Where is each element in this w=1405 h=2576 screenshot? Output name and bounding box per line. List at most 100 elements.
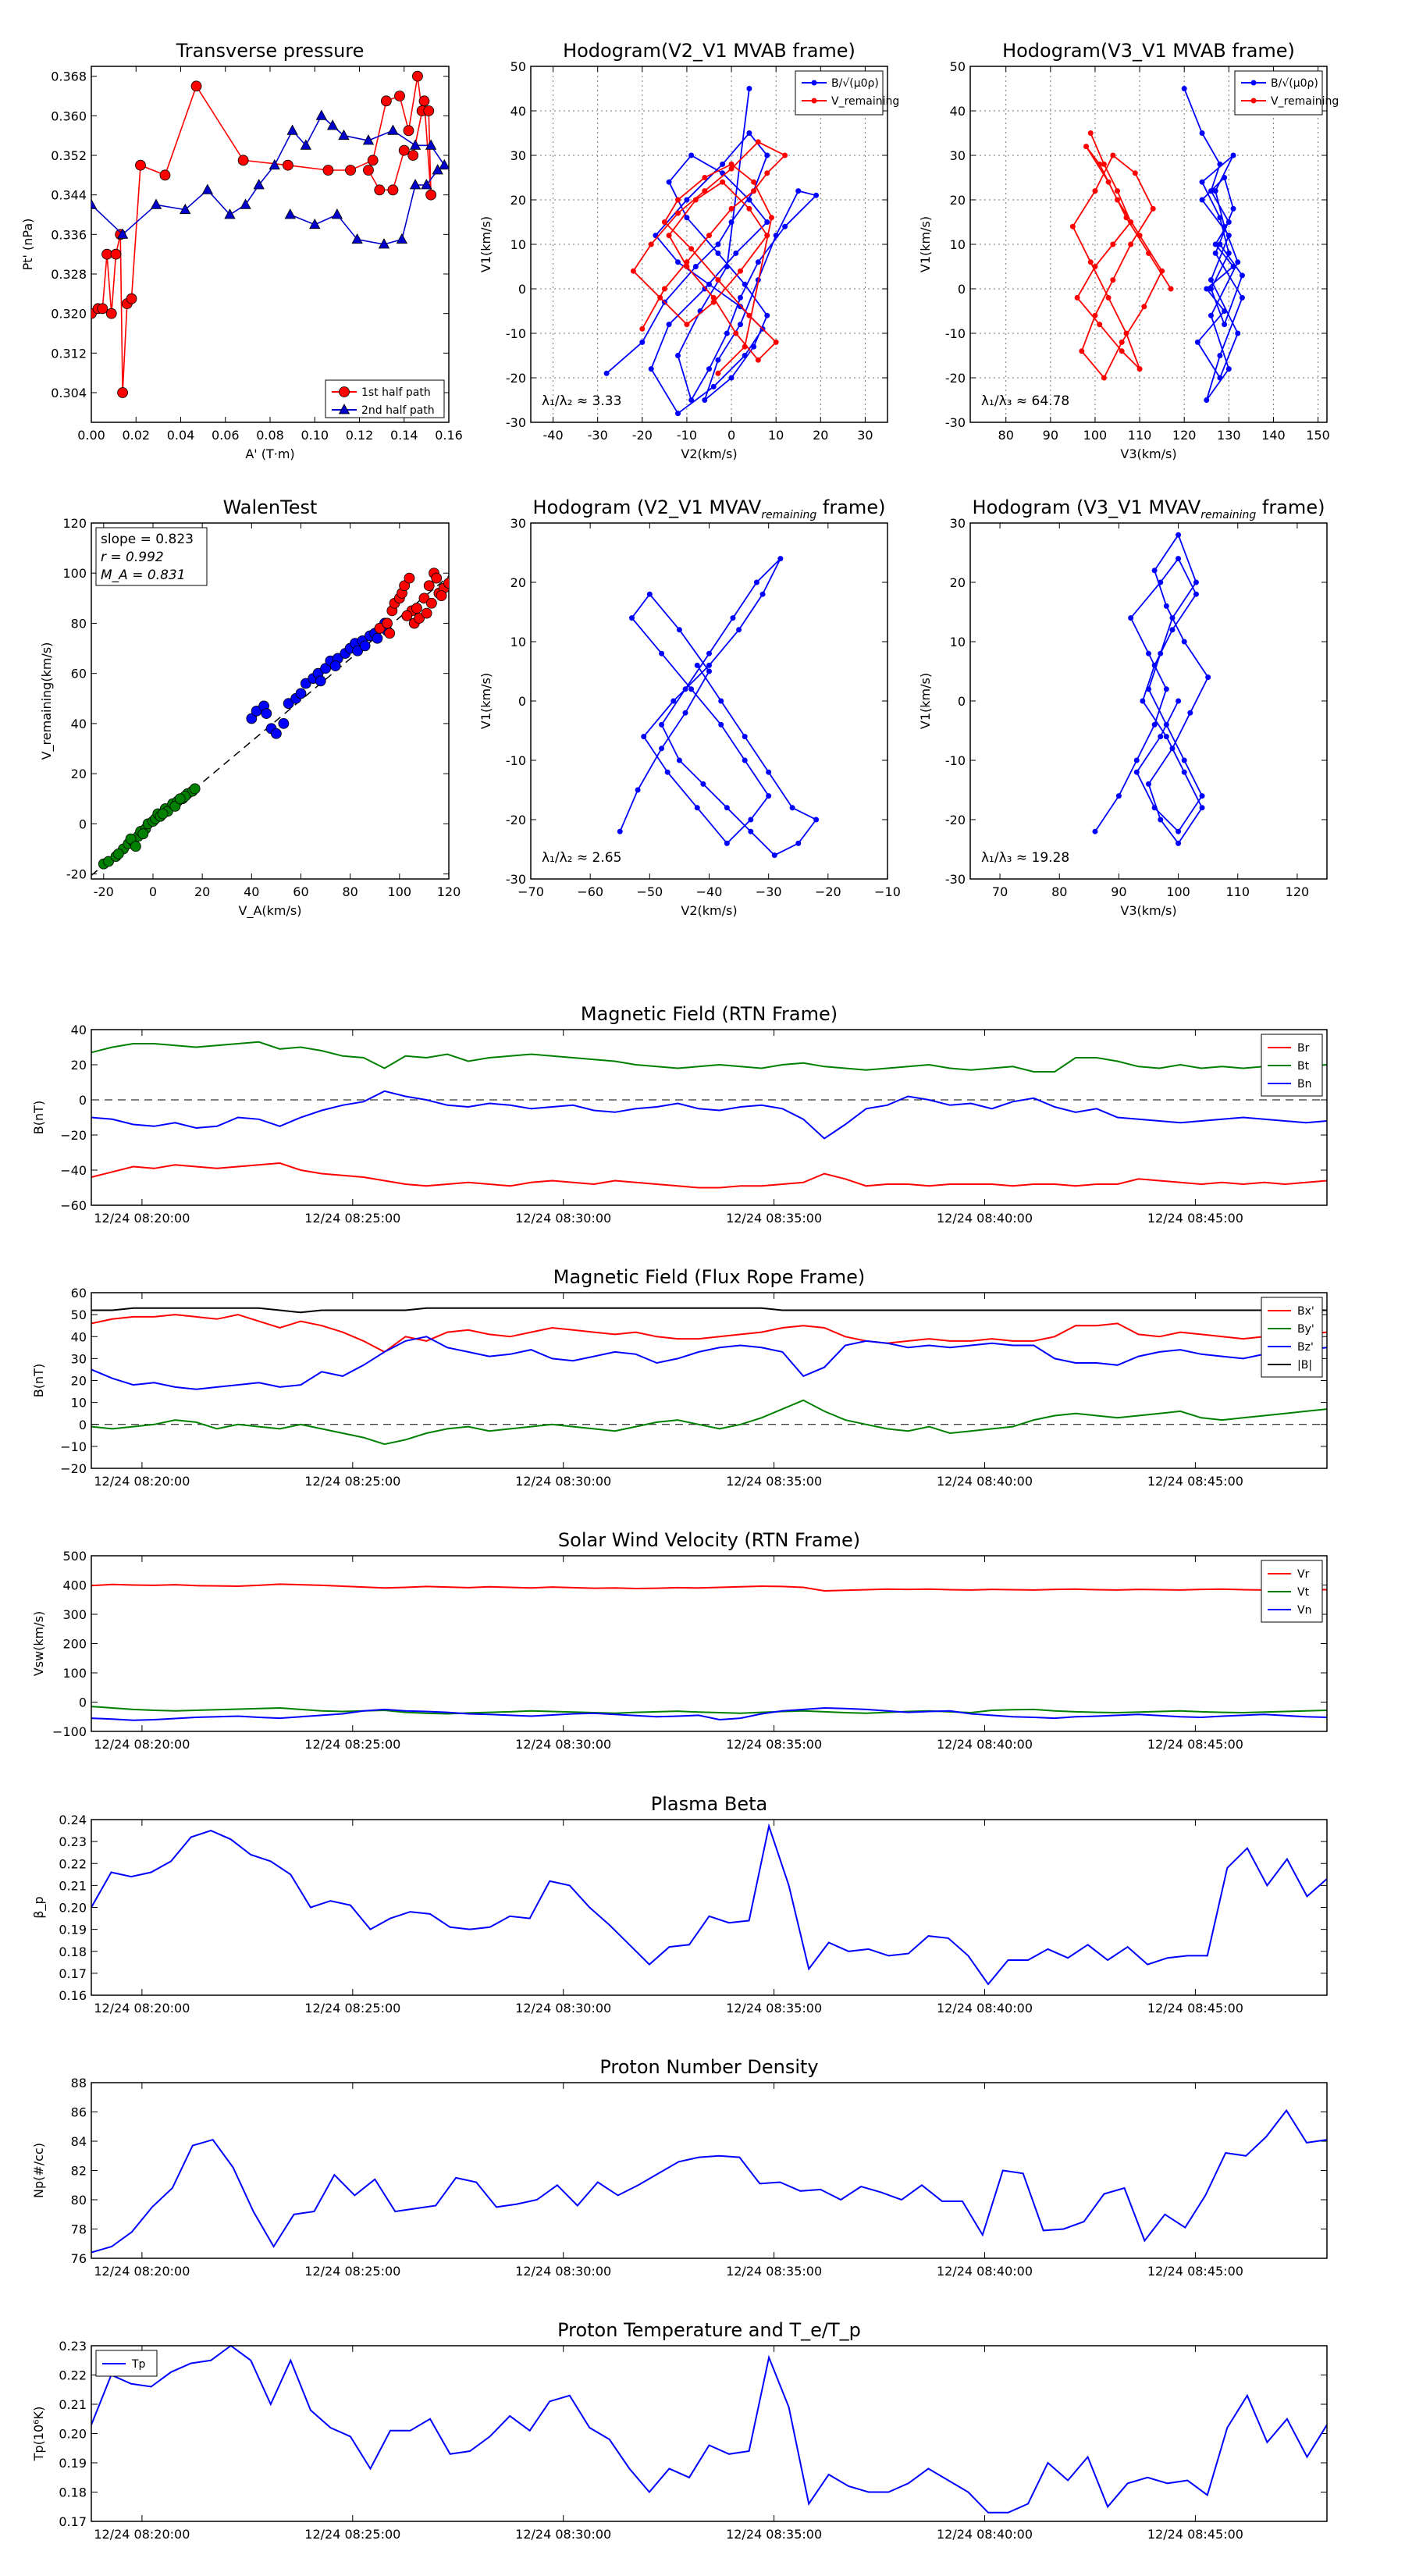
y-tick-label: -30 (506, 872, 526, 887)
data-point (431, 572, 443, 584)
y-tick-label: −10 (60, 1439, 87, 1454)
x-tick-label: -20 (632, 428, 653, 443)
x-tick-label: 10 (768, 428, 784, 443)
x-tick-label: 12/24 08:40:00 (937, 2264, 1033, 2279)
y-tick-label: 200 (62, 1637, 87, 1652)
data-point (700, 781, 706, 787)
data-point (648, 366, 654, 372)
x-tick-label: 12/24 08:40:00 (937, 2001, 1033, 2016)
data-point (286, 124, 298, 135)
data-point (736, 627, 742, 633)
data-point (742, 343, 748, 350)
data-point (728, 219, 735, 225)
y-tick-label: 88 (71, 2076, 87, 2090)
data-point (326, 119, 339, 130)
chart-mag_fr: Magnetic Field (Flux Rope Frame) −20 −10 0 1… (31, 1266, 1328, 1489)
data-point (706, 662, 712, 668)
y-tick-label: -30 (945, 415, 966, 430)
y-tick-label: 0 (958, 282, 966, 297)
data-point (702, 188, 708, 194)
data-point (1225, 233, 1232, 239)
data-point (659, 650, 665, 656)
ratio-annotation: λ₁/λ₂ ≈ 3.33 (542, 393, 621, 409)
data-point (1136, 233, 1143, 239)
data-point (425, 189, 436, 201)
legend-marker (811, 80, 817, 86)
y-tick-label: 20 (950, 575, 966, 590)
data-point (105, 308, 117, 319)
data-point (742, 734, 748, 740)
series-line-bx (91, 1314, 1328, 1354)
data-point (396, 233, 408, 244)
y-tick-label: −40 (60, 1163, 87, 1178)
data-point (1181, 86, 1187, 91)
data-point (795, 840, 802, 846)
axes-frame (91, 66, 450, 423)
data-point (270, 728, 282, 739)
y-tick-label: 0.17 (59, 2514, 87, 2529)
data-point (1140, 698, 1146, 704)
data-point (628, 615, 635, 621)
data-point (315, 109, 328, 120)
y-tick-label: 50 (71, 1308, 87, 1322)
series-line-vt (91, 1706, 1328, 1715)
y-tick-label: 100 (62, 566, 87, 581)
chart-hodo_mvab_v2: Hodogram(V2_V1 MVAB frame) -40 -30 -20 -10 0 1… (478, 40, 899, 461)
data-point (773, 339, 779, 345)
data-point (1204, 286, 1210, 292)
data-point (728, 161, 735, 167)
data-point (759, 591, 766, 597)
x-tick-label: 12/24 08:25:00 (304, 2001, 400, 2016)
series-line-2ndhalfpath (91, 115, 446, 245)
x-tick-label: 90 (1111, 884, 1126, 899)
y-tick-label: 50 (950, 59, 966, 74)
data-point (646, 591, 653, 597)
data-point (103, 856, 115, 867)
data-point (189, 783, 201, 795)
data-point (409, 139, 422, 150)
data-point (782, 152, 788, 158)
data-point (278, 718, 290, 729)
data-point (384, 628, 396, 639)
data-point (737, 294, 743, 301)
data-point (374, 184, 386, 196)
data-point (137, 828, 149, 840)
x-tick-label: 40 (244, 884, 259, 899)
x-tick-label: 100 (1166, 884, 1190, 899)
data-point (684, 197, 690, 203)
data-point (135, 159, 146, 171)
data-point (1132, 170, 1138, 176)
data-point (764, 233, 770, 239)
data-point (1230, 205, 1236, 212)
data-point (421, 179, 432, 190)
title-subscript: remaining (761, 509, 816, 521)
data-point (399, 580, 411, 592)
x-tick-label: 12/24 08:25:00 (304, 2264, 400, 2279)
data-point (282, 159, 293, 171)
x-tick-label: 12/24 08:45:00 (1147, 1211, 1243, 1226)
data-point (1187, 710, 1193, 716)
y-tick-label: -10 (945, 753, 966, 768)
data-point (1105, 294, 1112, 301)
data-point (421, 607, 432, 619)
x-tick-label: 20 (194, 884, 210, 899)
series-line-b0 (1183, 88, 1243, 401)
y-tick-label: 0.320 (51, 307, 87, 322)
y-tick-label: 20 (950, 193, 966, 208)
correlation-label: r = 0.992 (101, 550, 164, 565)
x-tick-label: −50 (636, 884, 663, 899)
data-point (688, 246, 695, 252)
data-point (1163, 603, 1169, 609)
y-tick-label: 10 (950, 237, 966, 252)
legend-marker (1250, 80, 1257, 86)
series-line-v (1094, 533, 1209, 845)
x-tick-label: 0.14 (390, 428, 418, 443)
data-point (706, 366, 712, 372)
data-point (670, 698, 677, 704)
data-point (1136, 366, 1143, 372)
data-point (295, 688, 307, 699)
chart-title: WalenTest (223, 496, 318, 518)
series-line-1sthalfpath (91, 76, 432, 393)
data-point (661, 219, 667, 225)
legend-label: V_remaining (831, 95, 899, 108)
